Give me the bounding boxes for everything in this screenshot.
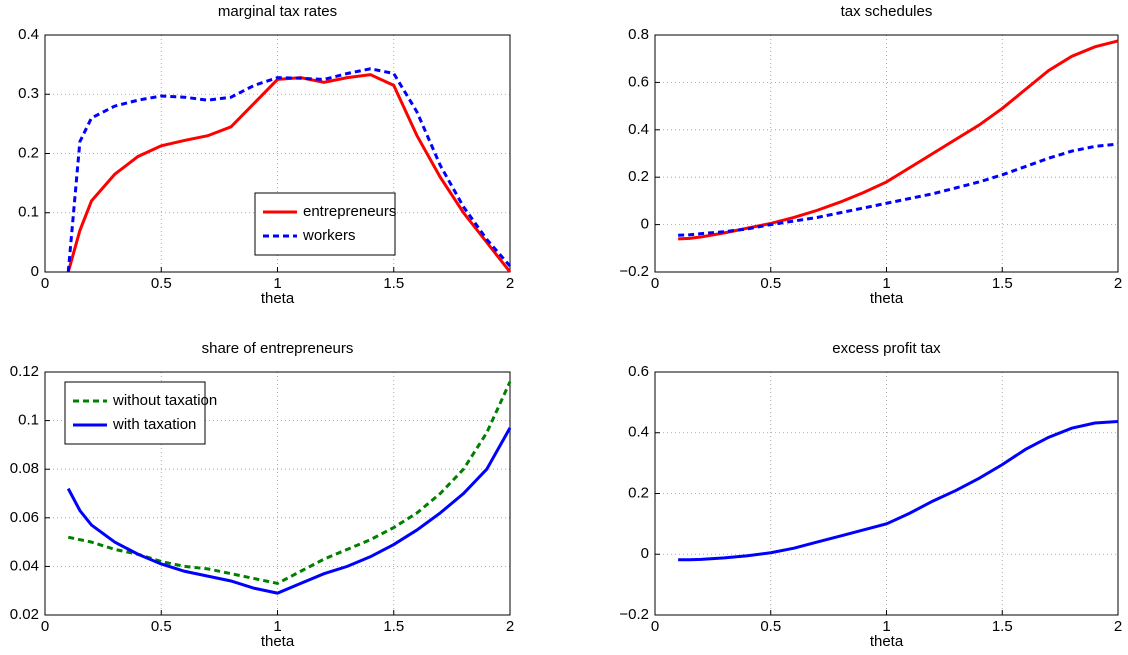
x-axis-label: theta <box>870 290 904 307</box>
data-line <box>678 142 1119 237</box>
y-tick-label: −0.2 <box>619 263 649 280</box>
y-tick-label: 0.4 <box>18 26 39 43</box>
y-tick-label: 0.04 <box>10 557 39 574</box>
data-line <box>67 381 512 585</box>
x-tick-label: 2 <box>1114 618 1122 635</box>
y-tick-label: 0.2 <box>628 168 649 185</box>
data-line <box>66 67 512 273</box>
x-tick-label: 1 <box>882 275 890 292</box>
y-tick-label: 0.08 <box>10 460 39 477</box>
y-tick-label: 0.4 <box>628 424 649 441</box>
x-tick-label: 1 <box>882 618 890 635</box>
x-tick-label: 1.5 <box>992 275 1013 292</box>
y-tick-label: 0 <box>31 263 39 280</box>
y-tick-label: 0.12 <box>10 363 39 380</box>
x-tick-label: 2 <box>1114 275 1122 292</box>
plot-frame <box>654 371 1119 616</box>
chart-title: marginal tax rates <box>218 3 337 20</box>
y-tick-label: 0.4 <box>628 121 649 138</box>
x-tick-label: 2 <box>506 618 514 635</box>
y-tick-label: 0.06 <box>10 509 39 526</box>
y-tick-label: 0.2 <box>18 144 39 161</box>
x-tick-label: 2 <box>506 275 514 292</box>
x-tick-label: 1.5 <box>383 618 404 635</box>
y-tick-label: 0.02 <box>10 606 39 623</box>
legend-label: without taxation <box>112 392 217 409</box>
data-line <box>678 420 1119 562</box>
chart-title: share of entrepreneurs <box>202 340 354 357</box>
y-tick-label: 0 <box>641 216 649 233</box>
y-tick-label: 0 <box>641 545 649 562</box>
x-tick-label: 0 <box>651 275 659 292</box>
legend-label: entrepreneurs <box>303 203 396 220</box>
legend-box <box>64 381 206 445</box>
plot-frame <box>654 34 1119 273</box>
x-tick-label: 0.5 <box>151 618 172 635</box>
y-tick-label: 0.6 <box>628 73 649 90</box>
x-tick-label: 0 <box>651 618 659 635</box>
x-tick-label: 0 <box>41 275 49 292</box>
y-tick-label: 0.8 <box>628 26 649 43</box>
x-tick-label: 1.5 <box>992 618 1013 635</box>
legend-label: workers <box>302 227 356 244</box>
x-tick-label: 0.5 <box>760 275 781 292</box>
y-tick-label: 0.6 <box>628 363 649 380</box>
x-axis-label: theta <box>870 633 904 650</box>
y-tick-label: 0.3 <box>18 85 39 102</box>
y-tick-label: 0.2 <box>628 484 649 501</box>
y-tick-label: −0.2 <box>619 606 649 623</box>
x-axis-label: theta <box>261 633 295 650</box>
y-tick-label: 0.1 <box>18 204 39 221</box>
x-tick-label: 0.5 <box>151 275 172 292</box>
data-line <box>678 39 1119 241</box>
plot-frame <box>44 34 511 273</box>
x-axis-label: theta <box>261 290 295 307</box>
chart-title: tax schedules <box>841 3 933 20</box>
data-line <box>66 427 512 595</box>
data-line <box>66 73 512 273</box>
chart-title: excess profit tax <box>832 340 941 357</box>
x-tick-label: 1 <box>273 275 281 292</box>
y-tick-label: 0.1 <box>18 412 39 429</box>
x-tick-label: 0.5 <box>760 618 781 635</box>
x-tick-label: 1 <box>273 618 281 635</box>
x-tick-label: 0 <box>41 618 49 635</box>
x-tick-label: 1.5 <box>383 275 404 292</box>
plot-frame <box>44 371 511 616</box>
legend-box <box>254 192 396 256</box>
legend-label: with taxation <box>112 416 196 433</box>
